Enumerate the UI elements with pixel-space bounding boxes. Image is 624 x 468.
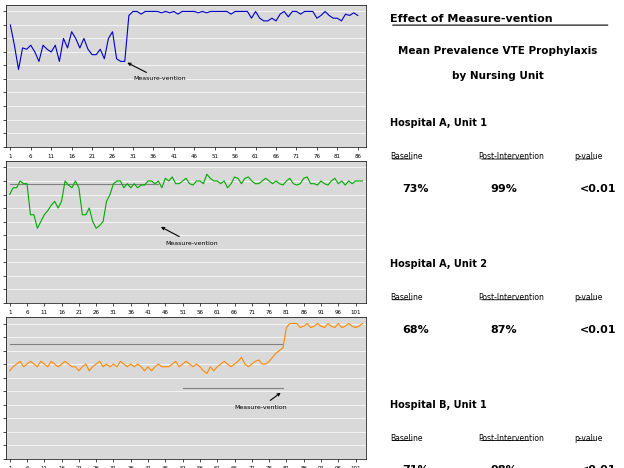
Text: Measure-vention: Measure-vention (235, 394, 287, 410)
Text: p-value: p-value (575, 434, 603, 443)
Text: Baseline: Baseline (390, 152, 422, 161)
Text: Baseline: Baseline (390, 293, 422, 302)
Text: Baseline: Baseline (390, 434, 422, 443)
Text: p-value: p-value (575, 152, 603, 161)
Text: Mean Prevalence VTE Prophylaxis: Mean Prevalence VTE Prophylaxis (398, 45, 598, 56)
Text: 87%: 87% (490, 325, 517, 335)
Text: Post-Intervention: Post-Intervention (479, 434, 545, 443)
Text: Post-Intervention: Post-Intervention (479, 293, 545, 302)
Text: <0.01: <0.01 (580, 184, 616, 194)
Text: p-value: p-value (575, 293, 603, 302)
Text: <0.01: <0.01 (580, 466, 616, 468)
Text: Effect of Measure-vention: Effect of Measure-vention (390, 14, 553, 24)
Text: Post-Intervention: Post-Intervention (479, 152, 545, 161)
Text: by Nursing Unit: by Nursing Unit (452, 71, 544, 80)
Text: Hospital B, Unit 1: Hospital B, Unit 1 (390, 400, 487, 410)
Text: Hospital A, Unit 2: Hospital A, Unit 2 (390, 259, 487, 269)
Text: 99%: 99% (490, 184, 517, 194)
Text: Measure-vention: Measure-vention (162, 227, 218, 246)
Text: Hospital A, Unit 1: Hospital A, Unit 1 (390, 118, 487, 128)
Text: Measure-vention: Measure-vention (129, 63, 185, 81)
Text: 71%: 71% (402, 466, 429, 468)
Text: 73%: 73% (402, 184, 429, 194)
Text: <0.01: <0.01 (580, 325, 616, 335)
X-axis label: Hospital Days: Hospital Days (164, 161, 208, 166)
Text: 68%: 68% (402, 325, 429, 335)
Text: 98%: 98% (490, 466, 517, 468)
